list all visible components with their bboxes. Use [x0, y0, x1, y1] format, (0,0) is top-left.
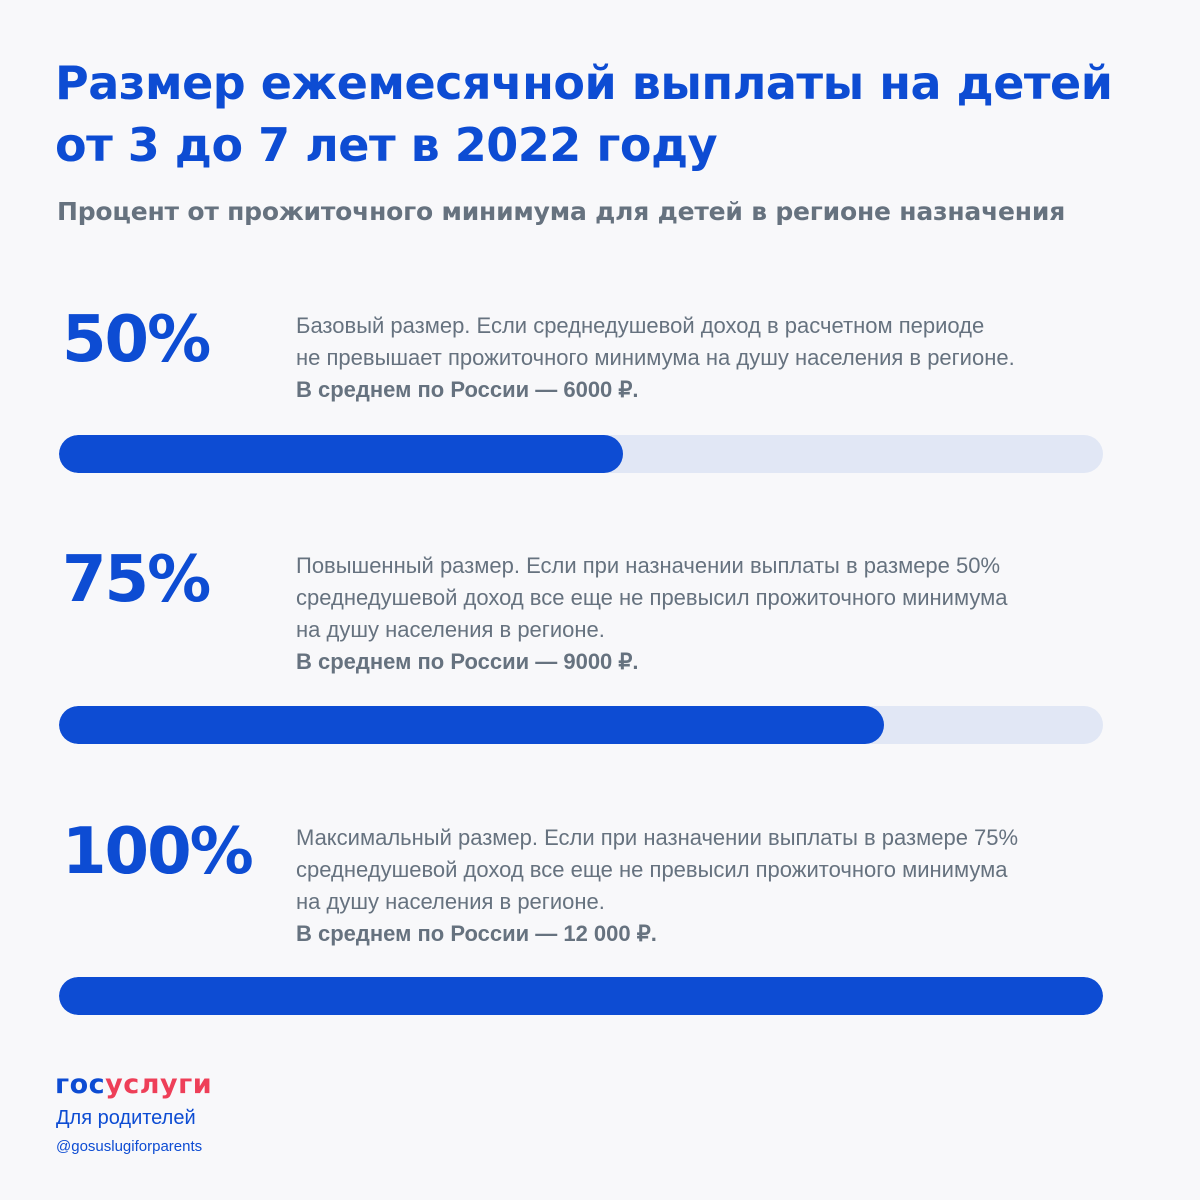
- progress-bar-maximum: [59, 977, 1103, 1015]
- description-line: на душу населения в регионе.: [296, 617, 605, 642]
- average-amount: В среднем по России — 6000 ₽.: [296, 377, 639, 402]
- tier-description: Базовый размер. Если среднедушевой доход…: [296, 310, 1136, 406]
- progress-fill: [59, 977, 1103, 1015]
- description-line: среднедушевой доход все еще не превысил …: [296, 585, 1008, 610]
- description-line: Максимальный размер. Если при назначении…: [296, 825, 1019, 850]
- description-line: Повышенный размер. Если при назначении в…: [296, 553, 1001, 578]
- title-line-2: от 3 до 7 лет в 2022 году: [55, 118, 718, 172]
- tier-percent: 100%: [62, 815, 254, 889]
- progress-fill: [59, 435, 623, 473]
- social-handle[interactable]: @gosuslugiforparents: [56, 1138, 203, 1155]
- average-amount: В среднем по России — 9000 ₽.: [296, 649, 639, 674]
- progress-fill: [59, 706, 884, 744]
- gosuslugi-logo[interactable]: госуслуги: [55, 1068, 212, 1102]
- tier-percent: 75%: [62, 543, 211, 617]
- title-line-1: Размер ежемесячной выплаты на детей: [55, 56, 1113, 110]
- tier-percent: 50%: [62, 303, 211, 377]
- average-amount: В среднем по России — 12 000 ₽.: [296, 921, 657, 946]
- tier-description: Максимальный размер. Если при назначении…: [296, 822, 1136, 950]
- description-line: Базовый размер. Если среднедушевой доход…: [296, 313, 985, 338]
- logo-subtitle: Для родителей: [56, 1107, 196, 1129]
- page-subtitle: Процент от прожиточного минимума для дет…: [57, 197, 1066, 226]
- logo-text-gos: гос: [55, 1069, 106, 1100]
- description-line: на душу населения в регионе.: [296, 889, 605, 914]
- progress-bar-increased: [59, 706, 1103, 744]
- logo-text-uslugi: услуги: [105, 1069, 213, 1100]
- progress-bar-base: [59, 435, 1103, 473]
- page-title: Размер ежемесячной выплаты на детей от 3…: [55, 52, 1155, 176]
- tier-description: Повышенный размер. Если при назначении в…: [296, 550, 1136, 678]
- description-line: среднедушевой доход все еще не превысил …: [296, 857, 1008, 882]
- description-line: не превышает прожиточного минимума на ду…: [296, 345, 1015, 370]
